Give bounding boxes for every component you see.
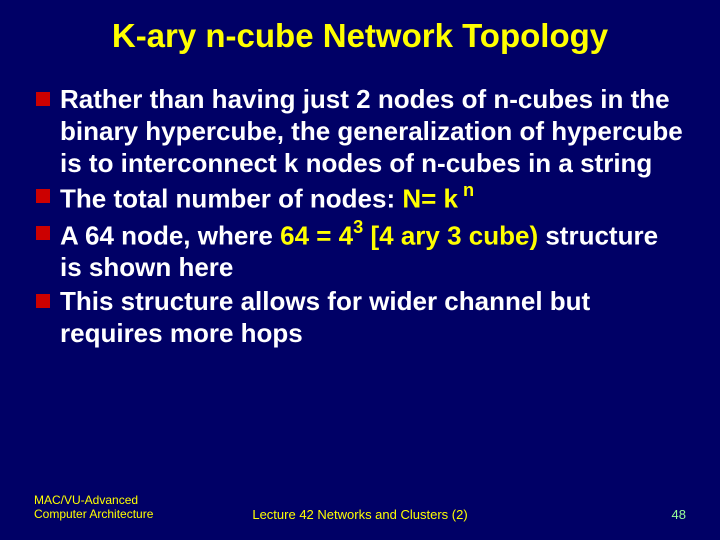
bullet-list: Rather than having just 2 nodes of n-cub… xyxy=(34,84,686,349)
bullet-text: This structure allows for wider channel … xyxy=(60,286,590,348)
footer-page-number: 48 xyxy=(672,507,686,522)
footer-left-line1: MAC/VU-Advanced xyxy=(34,494,153,508)
slide: K-ary n-cube Network Topology Rather tha… xyxy=(0,0,720,540)
highlight-text: 64 = 4 xyxy=(280,220,353,250)
footer-center: Lecture 42 Networks and Clusters (2) xyxy=(252,507,467,522)
highlight-text: N= k xyxy=(402,184,458,214)
superscript: 3 xyxy=(353,217,363,237)
highlight-text: [4 ary 3 cube) xyxy=(363,220,538,250)
bullet-text: The total number of nodes: xyxy=(60,184,402,214)
bullet-item: This structure allows for wider channel … xyxy=(34,286,686,349)
bullet-item: Rather than having just 2 nodes of n-cub… xyxy=(34,84,686,179)
bullet-item: A 64 node, where 64 = 43 [4 ary 3 cube) … xyxy=(34,218,686,284)
footer-left-line2: Computer Architecture xyxy=(34,508,153,522)
bullet-item: The total number of nodes: N= k n xyxy=(34,181,686,215)
slide-title: K-ary n-cube Network Topology xyxy=(34,18,686,54)
footer: MAC/VU-Advanced Computer Architecture Le… xyxy=(34,494,686,522)
bullet-text: A 64 node, where xyxy=(60,220,280,250)
footer-left: MAC/VU-Advanced Computer Architecture xyxy=(34,494,153,522)
bullet-text: Rather than having just 2 nodes of n-cub… xyxy=(60,84,683,177)
superscript: n xyxy=(458,180,474,200)
